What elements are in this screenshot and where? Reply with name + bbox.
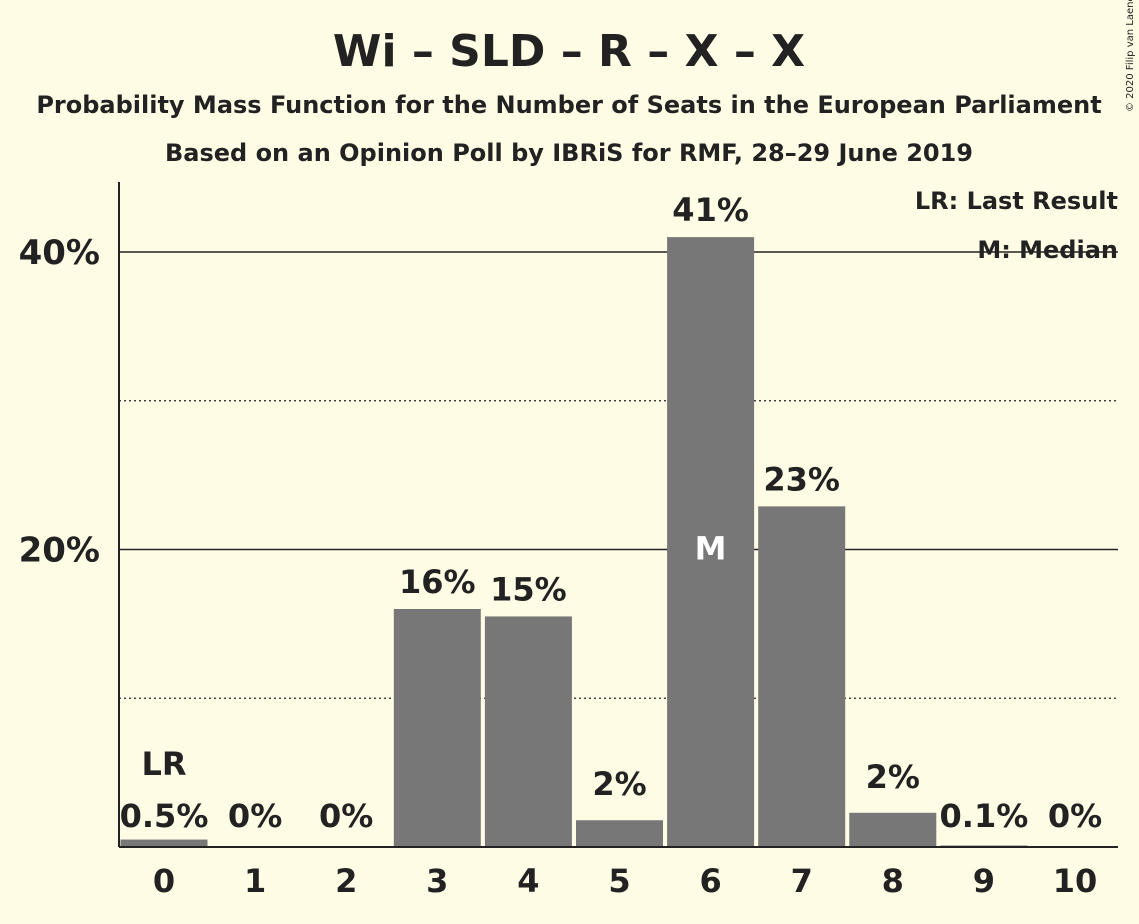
bar-value-label: 16% <box>399 563 476 601</box>
bar <box>120 839 208 847</box>
bar-value-label: 15% <box>490 570 567 608</box>
bar-value-label: 0.5% <box>120 797 209 835</box>
copyright-notice: © 2020 Filip van Laenen <box>1125 0 1136 112</box>
x-tick-label: 8 <box>882 862 904 900</box>
bar <box>484 616 572 847</box>
bar-value-label: 2% <box>592 765 646 803</box>
x-tick-label: 2 <box>335 862 357 900</box>
chart-subtitle: Probability Mass Function for the Number… <box>36 91 1101 119</box>
x-tick-label: 7 <box>791 862 813 900</box>
bar-value-label: 41% <box>672 191 749 229</box>
x-tick-label: 9 <box>973 862 995 900</box>
bar-value-label: 0.1% <box>940 797 1029 835</box>
bar <box>576 820 663 847</box>
bar <box>758 506 846 847</box>
bar-value-label: 0% <box>228 797 282 835</box>
bar <box>849 812 937 847</box>
x-tick-label: 0 <box>153 862 175 900</box>
bar-value-label: 23% <box>763 460 840 498</box>
last-result-marker: LR <box>141 745 186 783</box>
axes: 20% 40% 0 1 2 3 4 5 6 7 8 9 10 <box>19 182 1118 900</box>
x-tick-label: 10 <box>1053 862 1098 900</box>
bars: 0.5% LR 0% 0% 16% 15% 2% 41% M 23% 2% 0.1% 0% <box>120 191 1102 847</box>
y-tick-label: 40% <box>19 233 100 273</box>
gridlines <box>119 251 1118 699</box>
bar-value-label: 0% <box>319 797 373 835</box>
x-tick-label: 5 <box>608 862 630 900</box>
y-tick-label: 20% <box>19 531 100 571</box>
bar-value-label: 2% <box>866 758 920 796</box>
chart-subtitle-poll: Based on an Opinion Poll by IBRiS for RM… <box>165 139 973 167</box>
bar-value-label: 0% <box>1048 797 1102 835</box>
bar <box>667 237 755 847</box>
legend-median: M: Median <box>977 236 1118 264</box>
median-marker: M <box>695 530 727 568</box>
bar <box>393 609 481 847</box>
x-tick-label: 6 <box>699 862 721 900</box>
x-tick-label: 4 <box>517 862 539 900</box>
legend-last-result: LR: Last Result <box>915 187 1118 215</box>
chart-title: Wi – SLD – R – X – X <box>333 26 805 77</box>
x-tick-label: 3 <box>426 862 448 900</box>
x-tick-label: 1 <box>244 862 266 900</box>
